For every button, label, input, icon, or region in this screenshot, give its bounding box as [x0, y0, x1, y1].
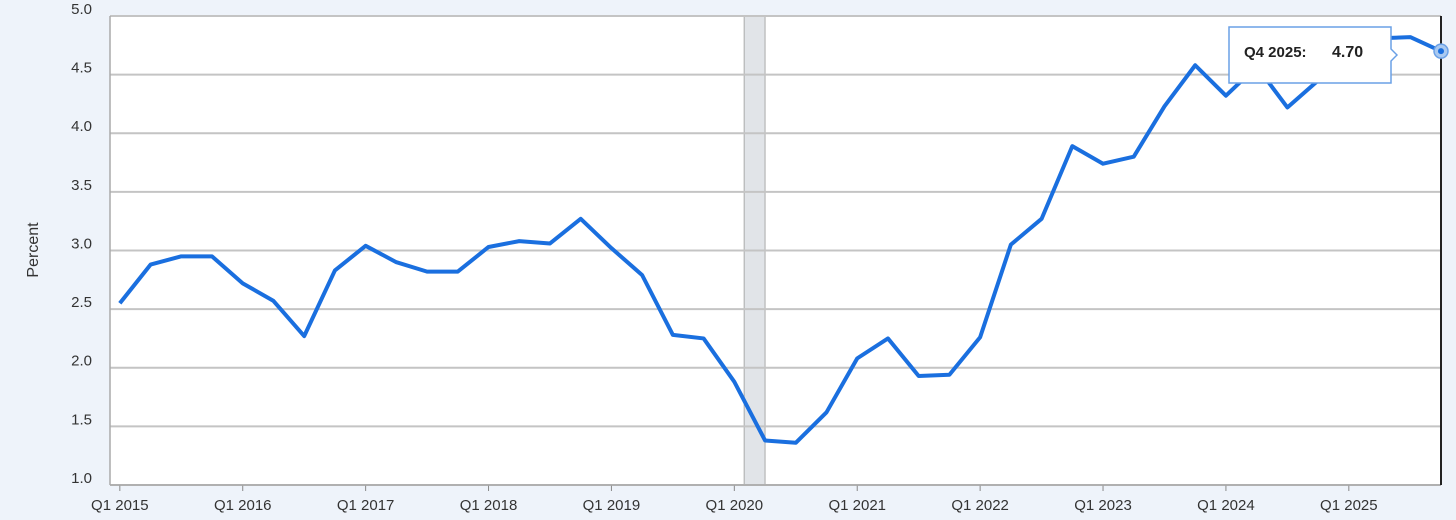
tooltip-date: Q4 2025: [1244, 44, 1307, 61]
x-tick-label: Q1 2024 [1197, 497, 1255, 514]
tooltip-box [1228, 26, 1399, 84]
y-tick-label: 1.5 [71, 411, 92, 428]
x-tick-label: Q1 2021 [828, 497, 886, 514]
y-axis-label: Percent [25, 222, 42, 278]
data-line [118, 35, 1442, 445]
y-tick-label: 3.5 [71, 177, 92, 194]
y-tick-label: 4.5 [71, 60, 92, 77]
x-tick-label: Q1 2020 [706, 497, 764, 514]
tooltip-value: 4.70 [1332, 44, 1363, 61]
y-tick-label: 2.5 [71, 294, 92, 311]
x-tick-label: Q1 2022 [951, 497, 1009, 514]
x-tick-label: Q1 2023 [1074, 497, 1132, 514]
x-tick-label: Q1 2017 [337, 497, 395, 514]
x-tick-label: Q1 2019 [583, 497, 641, 514]
y-tick-label: 5.0 [71, 1, 92, 18]
x-tick-label: Q1 2015 [91, 497, 149, 514]
y-tick-label: 3.0 [71, 235, 92, 252]
y-tick-label: 1.0 [71, 470, 92, 487]
y-tick-label: 4.0 [71, 118, 92, 135]
x-tick-label: Q1 2016 [214, 497, 272, 514]
x-tick-label: Q1 2025 [1320, 497, 1378, 514]
hover-point-core [1438, 48, 1444, 55]
x-tick-label: Q1 2018 [460, 497, 518, 514]
y-tick-label: 2.0 [71, 353, 92, 370]
